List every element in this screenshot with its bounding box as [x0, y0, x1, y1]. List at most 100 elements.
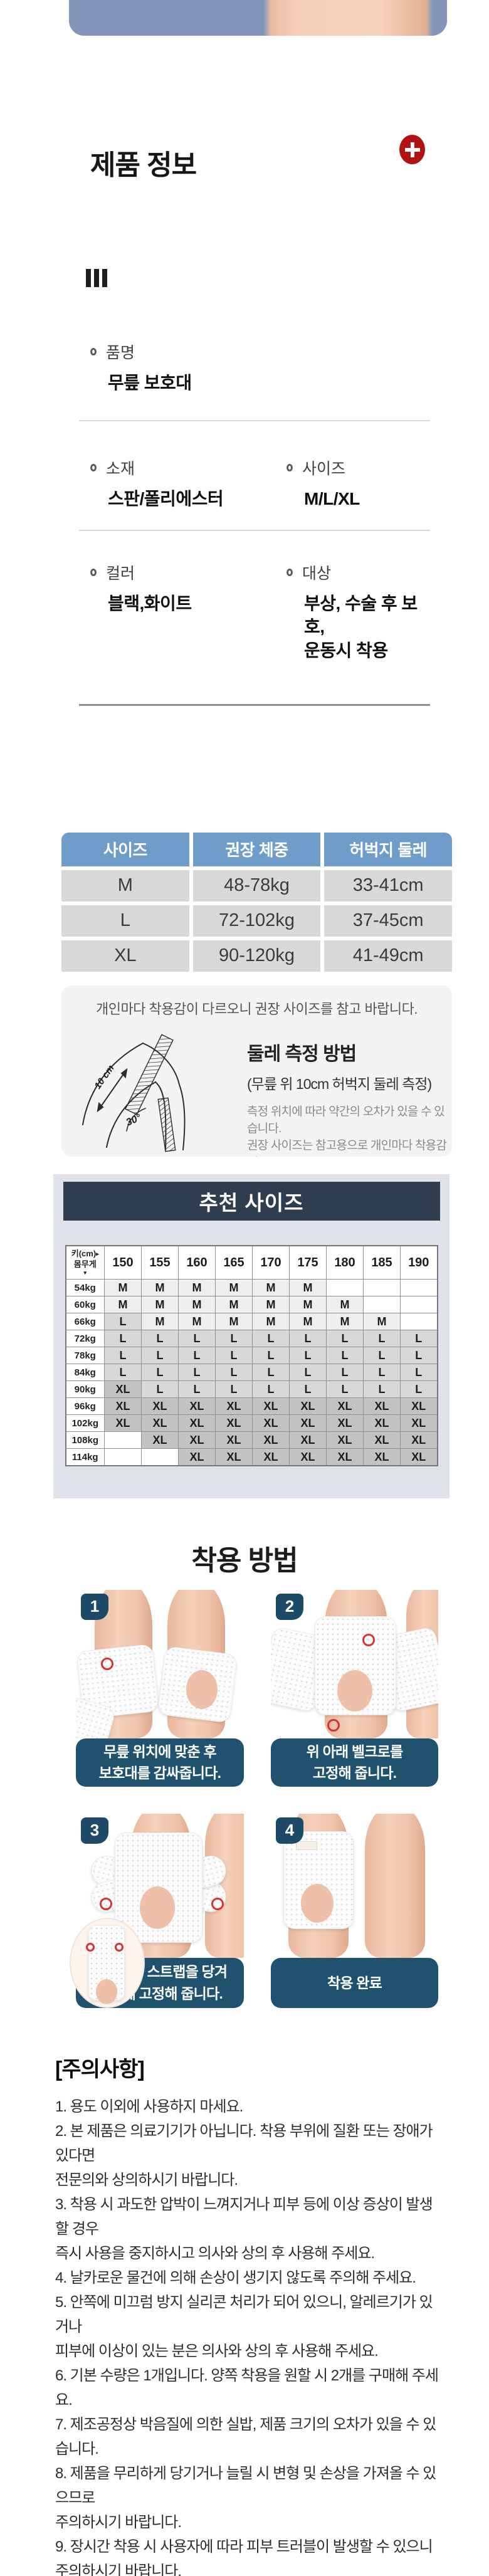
matrix-size-cell: L — [215, 1364, 253, 1382]
spec-value: 부상, 수술 후 보호, 운동시 착용 — [304, 593, 418, 661]
marker-ring-icon — [100, 1897, 112, 1910]
bullet-icon — [90, 463, 97, 471]
spec-label: 품명 — [106, 344, 135, 362]
matrix-size-cell: M — [289, 1296, 327, 1314]
matrix-weight-label: 54kg — [65, 1279, 105, 1297]
size-table-cell: 90-120kg — [192, 940, 321, 972]
matrix-size-cell: XL — [326, 1431, 364, 1449]
matrix-size-cell: XL — [326, 1397, 364, 1416]
spec-item-material: 소재 스판/폴리에스터 — [79, 456, 275, 511]
matrix-size-cell: XL — [400, 1414, 438, 1433]
spec-value: 스판/폴리에스터 — [108, 488, 224, 508]
matrix-size-cell: XL — [326, 1448, 364, 1466]
matrix-size-cell — [400, 1296, 438, 1314]
matrix-size-cell: XL — [141, 1431, 179, 1449]
matrix-weight-label: 72kg — [65, 1330, 105, 1348]
matrix-weight-label: 102kg — [65, 1414, 105, 1433]
matrix-header-row: 키(cm)▸ 몸무게 ▾ 150 155 160 165 170 175 180 185 190 — [65, 1245, 438, 1280]
size-table-cell: 72-102kg — [192, 905, 321, 937]
matrix-size-cell: M — [326, 1313, 364, 1331]
matrix-size-cell: XL — [363, 1448, 401, 1466]
step-4: 4 착용 완료 — [271, 1813, 438, 2008]
matrix-weight-label: 78kg — [65, 1347, 105, 1365]
matrix-size-cell: L — [326, 1380, 364, 1399]
matrix-size-cell: L — [326, 1330, 364, 1348]
matrix-size-cell: M — [289, 1313, 327, 1331]
matrix-size-cell: L — [289, 1364, 327, 1382]
bullet-icon — [287, 568, 293, 576]
matrix-size-cell: XL — [252, 1397, 290, 1416]
plus-icon — [399, 135, 425, 164]
size-table: 사이즈 권장 체중 허벅지 둘레 M 48-78kg 33-41cm L 72-102kg 3… — [58, 829, 456, 975]
measurement-box: 개인마다 착용감이 다르오니 권장 사이즈를 참고 바랍니다. — [61, 985, 452, 1157]
matrix-size-cell — [104, 1431, 142, 1449]
matrix-size-cell: M — [215, 1313, 253, 1331]
matrix-size-cell: XL — [178, 1397, 216, 1416]
matrix-row: 66kg L M M M M M M M — [65, 1313, 438, 1331]
page-title: 제품 정보 — [90, 150, 197, 181]
matrix-size-cell: L — [326, 1364, 364, 1382]
step-photo-4: 4 — [271, 1813, 438, 1958]
matrix-size-cell: L — [178, 1380, 216, 1399]
size-table-cell: 41-49cm — [324, 940, 452, 972]
matrix-size-cell: L — [141, 1380, 179, 1399]
marker-ring-icon — [327, 1718, 340, 1732]
matrix-size-cell: L — [252, 1347, 290, 1365]
divider — [79, 419, 430, 421]
matrix-size-cell: L — [363, 1364, 401, 1382]
matrix-size-cell: L — [104, 1330, 142, 1348]
cautions-section: [주의사항] 1. 용도 이외에 사용하지 마세요. 2. 본 제품은 의료기기가… — [55, 2052, 443, 2576]
measure-subtitle: (무릎 위 10cm 허벅지 둘레 측정) — [247, 1075, 432, 1092]
matrix-size-cell: XL — [104, 1414, 142, 1433]
caution-item: 5. 안쪽에 미끄럼 방지 실리콘 처리가 되어 있으니, 알레르기가 있거나 … — [55, 2293, 433, 2360]
matrix-size-cell: M — [215, 1296, 253, 1314]
marker-ring-icon — [115, 1942, 124, 1952]
marker-ring-icon — [211, 1897, 224, 1910]
matrix-size-cell: XL — [104, 1397, 142, 1416]
matrix-size-cell: L — [178, 1330, 216, 1348]
matrix-size-cell: L — [141, 1364, 179, 1382]
matrix-size-cell: XL — [252, 1414, 290, 1433]
spec-item-name: 품명 무릎 보호대 — [79, 340, 430, 395]
matrix-size-cell: L — [215, 1380, 253, 1399]
cautions-heading: [주의사항] — [55, 2057, 145, 2081]
recommend-title: 추천 사이즈 — [63, 1181, 440, 1221]
matrix-weight-label: 66kg — [65, 1313, 105, 1331]
matrix-size-cell: XL — [289, 1448, 327, 1466]
matrix-size-cell — [363, 1296, 401, 1314]
matrix-height-header: 180 — [326, 1245, 364, 1280]
matrix-weight-label: 114kg — [65, 1448, 105, 1466]
matrix-size-cell: M — [289, 1279, 327, 1297]
matrix-size-cell: XL — [252, 1431, 290, 1449]
matrix-size-cell: M — [252, 1296, 290, 1314]
matrix-size-cell: L — [289, 1380, 327, 1399]
matrix-size-cell: XL — [289, 1414, 327, 1433]
size-table-header-row: 사이즈 권장 체중 허벅지 둘레 — [61, 832, 452, 866]
matrix-row: 102kg XL XL XL XL XL XL XL XL XL — [65, 1414, 438, 1433]
caution-item: 8. 제품을 무리하게 당기거나 늘릴 시 변형 및 손상을 가져올 수 있으므… — [55, 2464, 436, 2531]
matrix-size-cell: M — [178, 1313, 216, 1331]
matrix-size-cell: XL — [289, 1397, 327, 1416]
matrix-size-cell: M — [104, 1279, 142, 1297]
marker-ring-icon — [362, 1633, 375, 1646]
product-specs: 품명 무릎 보호대 소재 스판/폴리에스터 사이즈 M/L/XL — [79, 340, 430, 706]
matrix-size-cell: L — [400, 1330, 438, 1348]
matrix-height-header: 150 — [104, 1245, 142, 1280]
spec-item-target: 대상 부상, 수술 후 보호, 운동시 착용 — [275, 561, 430, 663]
step-caption: 위 아래 벨크로를 고정해 줍니다. — [271, 1738, 438, 1787]
matrix-size-cell: M — [363, 1313, 401, 1331]
spec-label: 사이즈 — [302, 460, 346, 478]
step-photo-2: 2 — [271, 1589, 438, 1738]
matrix-size-cell: L — [400, 1347, 438, 1365]
matrix-size-cell: M — [141, 1279, 179, 1297]
matrix-size-cell: XL — [215, 1414, 253, 1433]
caution-item: 1. 용도 이외에 사용하지 마세요. — [55, 2098, 243, 2115]
matrix-height-header: 170 — [252, 1245, 290, 1280]
matrix-row: 60kg M M M M M M M — [65, 1296, 438, 1314]
matrix-corner-cell: 키(cm)▸ 몸무게 ▾ — [65, 1245, 105, 1280]
matrix-size-cell: L — [400, 1380, 438, 1399]
matrix-height-header: 190 — [400, 1245, 438, 1280]
matrix-size-cell: L — [363, 1330, 401, 1348]
matrix-row: 114kg XL XL XL XL XL XL XL — [65, 1448, 438, 1466]
